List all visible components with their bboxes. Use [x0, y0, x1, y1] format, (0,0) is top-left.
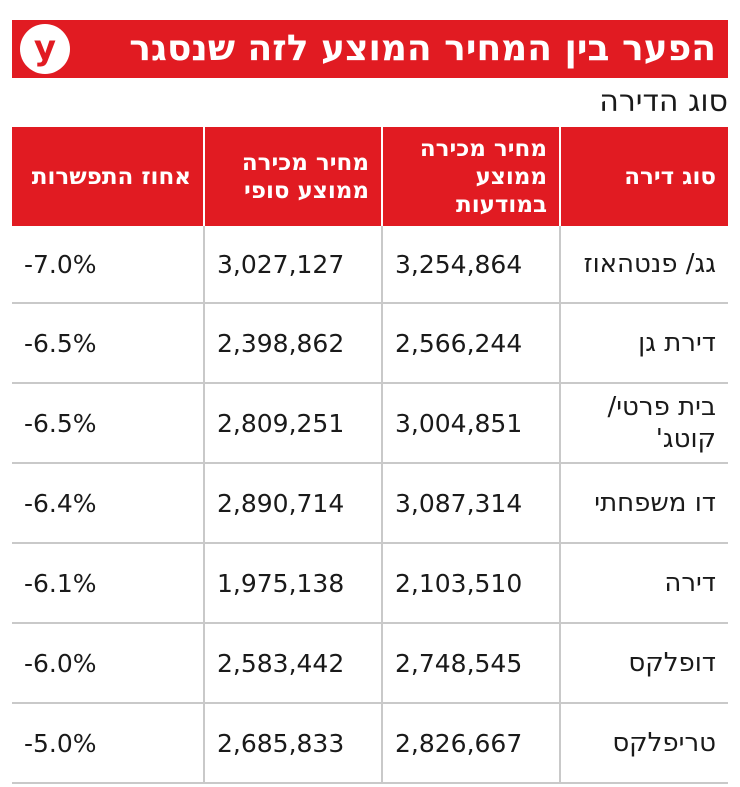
price-gap-table: סוג דירה מחיר מכירה ממוצע במודעות מחיר מ…	[12, 127, 728, 784]
table-row: דירת גן 2,566,244 2,398,862 -6.5%	[12, 303, 728, 384]
cell-compromise-percent: -7.0%	[12, 226, 204, 304]
title-bar	[12, 20, 728, 78]
table-row: דופלקס 2,748,545 2,583,442 -6.0%	[12, 623, 728, 704]
cell-final-price: 2,583,442	[203, 623, 382, 704]
cell-final-price: 1,975,138	[203, 543, 382, 624]
page-title: הפער בין המחיר המוצע לזה שנסגר	[129, 28, 716, 69]
table-header-row: סוג דירה מחיר מכירה ממוצע במודעות מחיר מ…	[12, 127, 728, 226]
publisher-logo-icon: y	[20, 24, 70, 74]
cell-apartment-type: דופלקס	[559, 623, 728, 704]
cell-listing-price: 2,748,545	[381, 623, 560, 704]
cell-listing-price: 2,103,510	[381, 543, 560, 624]
cell-final-price: 2,398,862	[203, 303, 382, 384]
title-row: הפער בין המחיר המוצע לזה שנסגר y	[12, 20, 728, 78]
cell-compromise-percent: -6.0%	[12, 623, 204, 704]
cell-apartment-type: דירה	[559, 543, 728, 624]
cell-apartment-type: גג/ פנטהאוז	[559, 226, 728, 304]
table-row: דירה 2,103,510 1,975,138 -6.1%	[12, 543, 728, 624]
table-row: טריפלקס 2,826,667 2,685,833 -5.0%	[12, 703, 728, 784]
cell-compromise-percent: -6.1%	[12, 543, 204, 624]
column-header-compromise-percent: אחוז התפשרות	[12, 127, 204, 226]
cell-compromise-percent: -6.5%	[12, 303, 204, 384]
column-header-final-price: מחיר מכירה ממוצע סופי	[203, 127, 382, 226]
cell-listing-price: 2,826,667	[381, 703, 560, 784]
cell-listing-price: 3,004,851	[381, 383, 560, 464]
cell-apartment-type: בית פרטי/ קוטג'	[559, 383, 728, 464]
cell-apartment-type: טריפלקס	[559, 703, 728, 784]
table-body: גג/ פנטהאוז 3,254,864 3,027,127 -7.0% די…	[12, 226, 728, 784]
column-header-listing-price: מחיר מכירה ממוצע במודעות	[381, 127, 560, 226]
cell-listing-price: 3,254,864	[381, 226, 560, 304]
cell-listing-price: 3,087,314	[381, 463, 560, 544]
cell-compromise-percent: -6.4%	[12, 463, 204, 544]
cell-listing-price: 2,566,244	[381, 303, 560, 384]
table-row: דו משפחתי 3,087,314 2,890,714 -6.4%	[12, 463, 728, 544]
cell-final-price: 2,890,714	[203, 463, 382, 544]
cell-apartment-type: דו משפחתי	[559, 463, 728, 544]
table-row: בית פרטי/ קוטג' 3,004,851 2,809,251 -6.5…	[12, 383, 728, 464]
page-subtitle: סוג הדירה	[599, 84, 728, 119]
cell-apartment-type: דירת גן	[559, 303, 728, 384]
cell-final-price: 2,809,251	[203, 383, 382, 464]
cell-compromise-percent: -5.0%	[12, 703, 204, 784]
table-row: גג/ פנטהאוז 3,254,864 3,027,127 -7.0%	[12, 226, 728, 304]
column-header-apartment-type: סוג דירה	[559, 127, 728, 226]
cell-compromise-percent: -6.5%	[12, 383, 204, 464]
cell-final-price: 2,685,833	[203, 703, 382, 784]
cell-final-price: 3,027,127	[203, 226, 382, 304]
